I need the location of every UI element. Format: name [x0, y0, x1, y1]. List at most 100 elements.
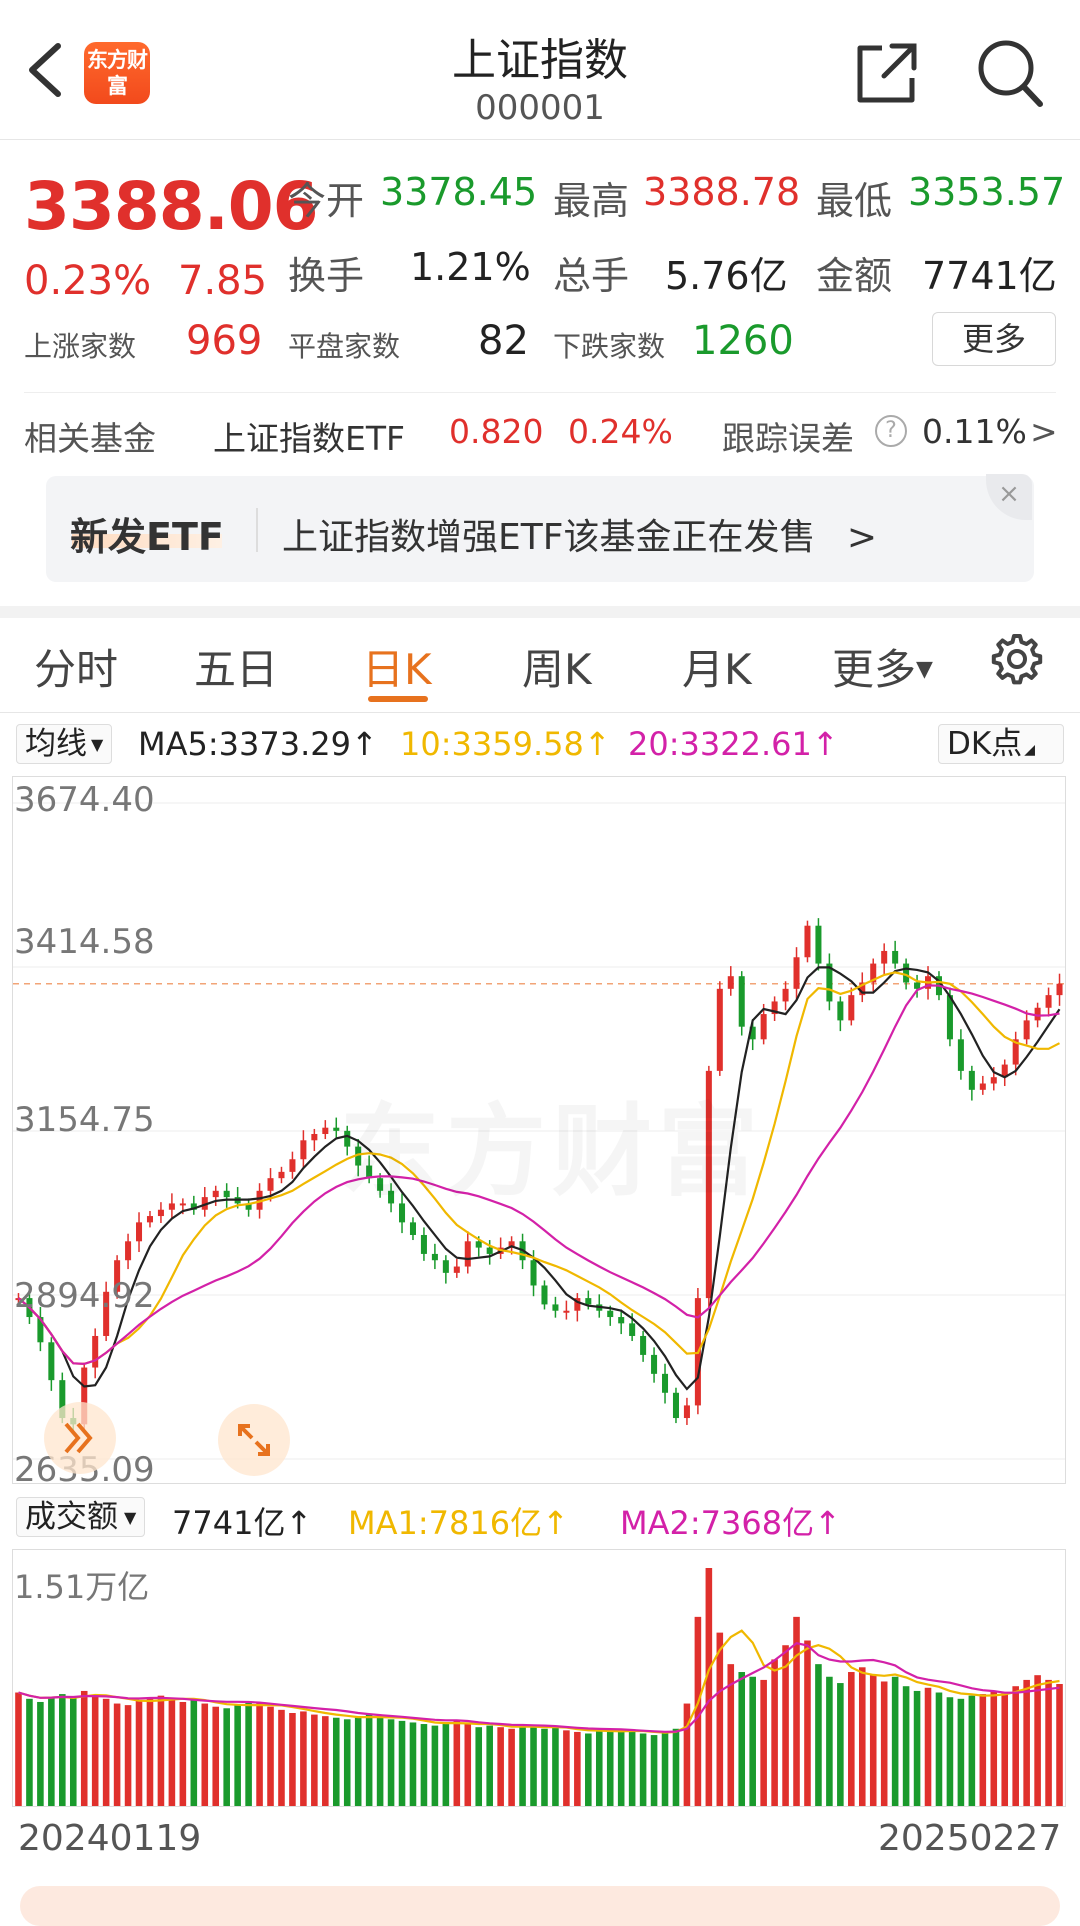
up-arrow-icon: ↑ — [350, 725, 378, 763]
settings-gear-icon[interactable] — [990, 632, 1044, 686]
candle-body — [223, 1190, 230, 1198]
kline-svg — [13, 802, 1065, 1460]
dropdown-caret-icon: ▼ — [916, 657, 933, 682]
up-arrow-icon: ↑ — [583, 725, 611, 763]
dk-label: DK点 — [947, 726, 1023, 762]
candle-body — [760, 1014, 767, 1040]
fast-forward-button[interactable] — [44, 1402, 116, 1474]
volume-indicator-selector[interactable]: 成交额 ▼ — [16, 1497, 146, 1537]
volume-bar — [1012, 1686, 1019, 1806]
down-count: 1260 — [692, 318, 794, 364]
candle-body — [574, 1298, 581, 1311]
related-fund-label: 相关基金 — [24, 419, 156, 458]
candle-body — [892, 950, 899, 964]
bottom-action-bar[interactable] — [20, 1886, 1060, 1926]
tab-daily-k[interactable]: 日K — [362, 645, 432, 694]
volume-bar — [617, 1731, 625, 1806]
etf-banner[interactable]: 新发ETF 上证指数增强ETF该基金正在发售 > × — [46, 474, 1034, 582]
volume-bar — [190, 1700, 198, 1806]
volume-bar — [223, 1708, 230, 1806]
candle-body — [355, 1146, 362, 1166]
candle-body — [464, 1241, 471, 1267]
volume-bar — [585, 1733, 592, 1806]
volume-bar — [376, 1716, 384, 1806]
volume-bar — [749, 1676, 756, 1806]
search-icon[interactable] — [976, 38, 1044, 108]
ma-selector-label: 均线 — [25, 726, 87, 762]
ma2-indicator: MA2:7368亿↑ — [620, 1498, 841, 1544]
candle-body — [366, 1165, 373, 1179]
candle-body — [662, 1373, 669, 1393]
candle-body — [212, 1190, 219, 1198]
dropdown-caret-icon: ▼ — [91, 735, 104, 754]
volume-bar — [683, 1703, 691, 1806]
volume-bar — [815, 1664, 822, 1806]
volume-max-label: 1.51万亿 — [14, 1568, 150, 1606]
page-title: 上证指数 — [452, 35, 628, 86]
ma20-line — [17, 984, 1060, 1366]
volume-bar — [990, 1690, 998, 1806]
volume-bar — [552, 1727, 559, 1806]
ma-selector[interactable]: 均线 ▼ — [16, 724, 113, 764]
candle-body — [727, 976, 734, 989]
up-arrow-icon: ↑ — [542, 1504, 569, 1542]
volume-bar — [431, 1725, 439, 1806]
candle-body — [651, 1354, 658, 1374]
dk-point-selector[interactable]: DK点 ◢ — [938, 724, 1064, 764]
tab-weekly-k[interactable]: 周K — [522, 645, 592, 694]
volume-bar — [738, 1672, 746, 1806]
candle-body — [1034, 1007, 1041, 1021]
volume-bar — [256, 1703, 263, 1806]
volume-bar — [826, 1676, 833, 1806]
candle-body — [826, 963, 833, 1002]
candle-body — [530, 1260, 537, 1286]
candle-body — [1012, 1039, 1019, 1065]
candle-body — [1023, 1020, 1030, 1040]
candle-body — [618, 1317, 625, 1324]
volume-bar — [475, 1727, 483, 1806]
candle-body — [968, 1070, 975, 1090]
volume-bar — [59, 1694, 66, 1806]
volume-bar — [135, 1700, 143, 1806]
volume-chart[interactable] — [12, 1549, 1066, 1807]
ma10-indicator: 10:3359.58↑ — [400, 725, 611, 763]
volume-bar — [420, 1724, 428, 1806]
fullscreen-button[interactable] — [218, 1404, 290, 1476]
back-arrow-icon[interactable] — [22, 40, 72, 100]
share-icon[interactable] — [856, 42, 918, 104]
volume-bar — [957, 1698, 965, 1806]
more-quote-button[interactable]: 更多 — [932, 312, 1056, 366]
candle-body — [1001, 1064, 1008, 1078]
candle-body — [289, 1159, 296, 1172]
volume-bar — [234, 1705, 241, 1806]
candle-body — [957, 1039, 964, 1071]
ma20-value: 20:3322.61 — [628, 725, 812, 763]
tab-intraday[interactable]: 分时 — [34, 645, 119, 694]
banner-close-icon[interactable]: × — [986, 474, 1032, 520]
candle-body — [1056, 983, 1063, 996]
banner-tag: 新发ETF — [70, 515, 224, 559]
tab-five-day[interactable]: 五日 — [194, 645, 279, 694]
amount-indicator: 7741亿↑ — [172, 1498, 312, 1544]
volume-bar — [398, 1720, 406, 1806]
candle-body — [881, 950, 888, 964]
ma1-value: MA1:7816亿 — [348, 1504, 543, 1542]
volume-bar — [464, 1724, 472, 1806]
kline-chart[interactable] — [12, 776, 1066, 1484]
ma5-value: MA5:3373.29 — [138, 725, 351, 763]
volume-svg — [15, 1568, 1063, 1806]
volume-bar — [322, 1716, 329, 1806]
tab-monthly-k[interactable]: 月K — [682, 645, 752, 694]
candle-body — [420, 1234, 427, 1254]
fund-price: 0.820 — [449, 412, 544, 451]
help-icon[interactable]: ? — [875, 415, 907, 447]
tab-more[interactable]: 更多▼ — [832, 636, 933, 697]
candle-body — [629, 1323, 636, 1336]
volume-bar — [727, 1664, 735, 1806]
amount-value: 7741亿 — [922, 254, 1057, 298]
fund-chevron-icon[interactable]: > — [1030, 412, 1058, 451]
candle-body — [103, 1291, 110, 1336]
y-tick-4: 2894.92 — [14, 1276, 155, 1316]
ma5-indicator: MA5:3373.29↑ — [138, 725, 378, 763]
fund-name-link[interactable]: 上证指数ETF — [213, 419, 405, 458]
